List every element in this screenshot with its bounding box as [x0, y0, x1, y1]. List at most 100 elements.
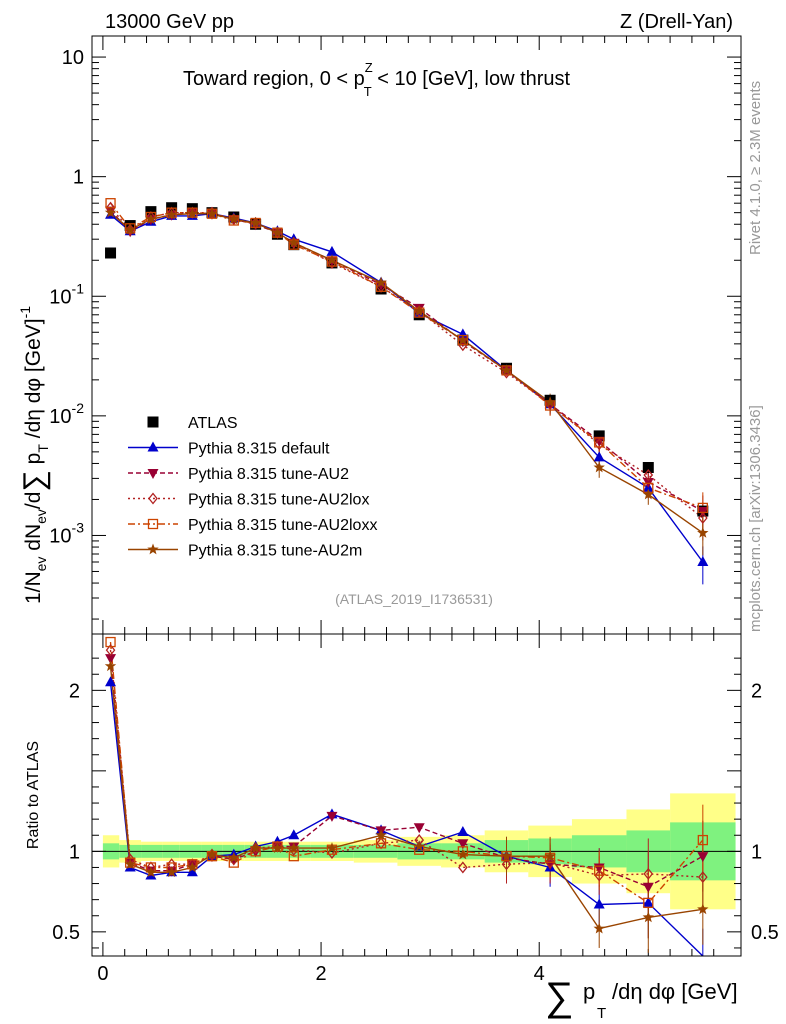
ratio-point-pythia-8-315-tune-au2lox	[594, 869, 605, 882]
ratio-point-pythia-8-315-tune-au2m	[145, 866, 157, 878]
ratio-point-pythia-8-315-tune-au2lox	[501, 858, 512, 871]
ratio-point-pythia-8-315-tune-au2m	[288, 842, 300, 853]
ratio-series-markers	[104, 636, 709, 934]
main-point-pythia-8-315-tune-au2m	[288, 236, 300, 248]
legend-marker-atlas	[147, 416, 159, 428]
main-point-pythia-8-315-tune-au2m	[642, 488, 654, 500]
main-point-pythia-8-315-tune-au2loxx	[697, 502, 708, 514]
main-point-pythia-8-315-tune-au2lox	[594, 438, 605, 451]
ratio-point-pythia-8-315-default	[593, 898, 605, 909]
ratio-point-pythia-8-315-tune-au2loxx	[288, 851, 299, 862]
ratio-x-ticks: 0 2 4	[97, 634, 715, 985]
main-line-pythia-8-315-default	[110, 212, 704, 563]
main-point-atlas	[642, 462, 654, 474]
main-point-pythia-8-315-tune-au2m	[544, 396, 556, 408]
ratio-point-pythia-8-315-tune-au2m	[124, 858, 136, 870]
legend-marker-pythia-8-315-tune-au2loxx	[147, 518, 159, 530]
ratio-line-pythia-8-315-tune-au2m	[109, 666, 703, 930]
main-point-pythia-8-315-tune-au2m	[186, 207, 199, 219]
ratio-point-pythia-8-315-tune-au2m	[104, 660, 117, 672]
ratio-point-pythia-8-315-default	[186, 866, 198, 877]
main-point-pythia-8-315-tune-au2	[593, 436, 605, 447]
legend-marker-pythia-8-315-tune-au2m	[147, 543, 159, 555]
main-point-atlas	[593, 430, 605, 442]
main-point-pythia-8-315-default	[697, 555, 709, 566]
x-axis-label: ∑ p T /dη dφ [GeV]	[545, 975, 738, 1022]
subtitle-subscript: T	[364, 84, 372, 99]
ratio-point-pythia-8-315-tune-au2lox	[105, 644, 116, 657]
ratio-point-pythia-8-315-default	[105, 676, 117, 687]
main-point-pythia-8-315-tune-au2m	[593, 461, 605, 473]
ratio-point-pythia-8-315-tune-au2m	[326, 842, 338, 853]
legend-marker-pythia-8-315-default	[147, 441, 159, 452]
header-process-label: 13000 GeV pp	[105, 11, 234, 33]
x-axis-sum-symbol: ∑	[545, 975, 574, 1019]
ratio-y-tick-label-right: 0.5	[751, 922, 779, 944]
main-point-pythia-8-315-tune-au2loxx	[594, 437, 605, 448]
legend-label-atlas: ATLAS	[188, 415, 238, 432]
main-series-markers	[104, 198, 709, 566]
subtitle-main-text: Toward region, 0 < p	[183, 68, 365, 90]
ratio-point-pythia-8-315-tune-au2m	[413, 840, 425, 852]
ratio-point-pythia-8-315-default	[457, 826, 469, 837]
main-point-pythia-8-315-tune-au2m	[413, 305, 425, 317]
ratio-x-tick-label: 0	[97, 963, 108, 985]
main-point-pythia-8-315-tune-au2m	[165, 208, 178, 220]
ratio-point-pythia-8-315-default	[642, 896, 654, 907]
ratio-y-tick-label-right: 1	[751, 841, 762, 863]
main-x-ticks	[102, 36, 715, 634]
ratio-y-ticks: 0.5 0.5 1 1 2 2	[52, 657, 779, 949]
ratio-point-pythia-8-315-tune-au2m	[457, 848, 469, 860]
legend-marker-pythia-8-315-tune-au2lox	[148, 492, 158, 505]
ratio-point-pythia-8-315-tune-au2m	[271, 842, 284, 853]
legend-label-pythia-8-315-default: Pythia 8.315 default	[188, 441, 330, 458]
plot-subtitle: Toward region, 0 < pZ T < 10 [GeV], low t…	[183, 60, 571, 99]
main-point-pythia-8-315-tune-au2m	[326, 254, 338, 266]
ratio-y-tick-label: 2	[69, 680, 80, 702]
main-line-pythia-8-315-tune-au2m	[110, 212, 704, 534]
main-point-pythia-8-315-tune-au2m	[104, 206, 117, 218]
ratio-point-pythia-8-315-tune-au2	[457, 839, 469, 850]
ratio-point-pythia-8-315-tune-au2m	[249, 842, 262, 853]
ratio-line-pythia-8-315-tune-au2loxx	[109, 642, 704, 904]
ratio-point-pythia-8-315-tune-au2m	[593, 922, 605, 934]
ratio-series-lines	[109, 642, 704, 957]
main-point-pythia-8-315-tune-au2lox	[643, 469, 654, 482]
ratio-y-tick-label-right: 2	[751, 680, 762, 702]
ratio-point-pythia-8-315-tune-au2	[326, 811, 338, 822]
main-y-tick-label: 10-2	[49, 400, 84, 428]
ratio-point-pythia-8-315-tune-au2m	[642, 911, 654, 923]
x-axis-p-symbol: p	[583, 979, 595, 1004]
ratio-point-pythia-8-315-tune-au2lox	[697, 871, 708, 884]
ratio-y-tick-label: 0.5	[52, 922, 80, 944]
analysis-watermark: (ATLAS_2019_I1736531)	[335, 591, 493, 607]
ratio-plot-panel: 0.5 0.5 1 1 2 2 0 2 4	[52, 633, 779, 985]
mcplots-reference-label: mcplots.cern.ch [arXiv:1306.3436]	[747, 405, 764, 632]
legend-label-pythia-8-315-tune-au2m: Pythia 8.315 tune-AU2m	[188, 543, 362, 560]
main-point-pythia-8-315-tune-au2m	[375, 276, 387, 288]
ratio-point-pythia-8-315-tune-au2m	[186, 861, 199, 873]
ratio-point-pythia-8-315-tune-au2loxx	[375, 838, 387, 849]
main-y-axis-label: 1/Nev dNev/d∑ pT /dη dφ [GeV]-1	[17, 306, 51, 604]
ratio-point-pythia-8-315-tune-au2m	[544, 850, 556, 861]
x-axis-t-subscript: T	[597, 1005, 606, 1022]
main-point-pythia-8-315-tune-au2lox	[327, 256, 337, 269]
legend-label-pythia-8-315-tune-au2lox: Pythia 8.315 tune-AU2lox	[188, 492, 369, 509]
main-point-pythia-8-315-default	[326, 245, 338, 256]
main-plot-panel: 10 1 10-1 10-2 10-3	[49, 35, 742, 635]
ratio-point-pythia-8-315-tune-au2m	[500, 850, 513, 861]
main-point-pythia-8-315-tune-au2m	[697, 526, 709, 538]
ratio-point-pythia-8-315-tune-au2m	[697, 903, 709, 915]
legend-label-pythia-8-315-tune-au2: Pythia 8.315 tune-AU2	[188, 466, 349, 483]
ratio-point-pythia-8-315-tune-au2	[413, 823, 425, 834]
main-point-pythia-8-315-default	[593, 451, 605, 462]
subtitle-tail-text: < 10 [GeV], low thrust	[372, 68, 571, 90]
main-point-pythia-8-315-tune-au2	[375, 280, 387, 291]
x-axis-label-text: /dη dφ [GeV]	[612, 979, 738, 1004]
ratio-point-pythia-8-315-tune-au2lox	[643, 867, 654, 880]
svg-text:1/Nev dNev/d∑ pT /dη dφ [GeV]: 1/Nev dNev/d∑ pT /dη dφ [GeV]-1	[17, 306, 51, 604]
ratio-point-pythia-8-315-tune-au2lox	[545, 856, 555, 869]
ratio-point-pythia-8-315-tune-au2m	[228, 851, 240, 863]
main-point-pythia-8-315-tune-au2m	[228, 213, 240, 225]
ratio-x-tick-label: 4	[534, 963, 545, 985]
